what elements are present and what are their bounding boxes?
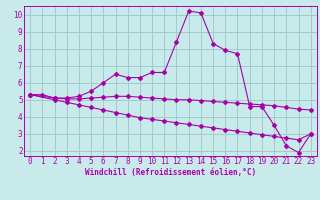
X-axis label: Windchill (Refroidissement éolien,°C): Windchill (Refroidissement éolien,°C) — [85, 168, 256, 177]
